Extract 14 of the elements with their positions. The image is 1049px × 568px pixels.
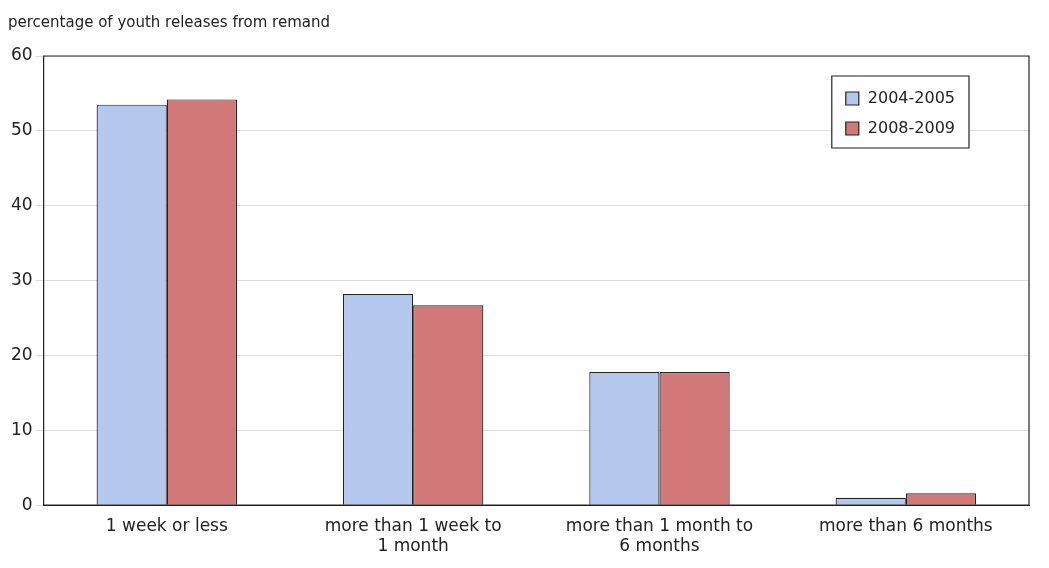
y-axis-title: percentage of youth releases from remand: [8, 12, 330, 31]
y-tick-label: 20: [10, 343, 33, 364]
legend-label: 2008-2009: [867, 118, 956, 138]
y-tick-label: 60: [10, 44, 33, 65]
y-tick-label: 0: [21, 493, 33, 514]
y-tick-label: 30: [10, 269, 33, 290]
x-tick-label: more than 1 week to 1 month: [324, 514, 502, 556]
y-tick-label: 10: [10, 418, 33, 439]
legend-label: 2004-2005: [867, 88, 956, 108]
x-tick-label: 1 week or less: [105, 514, 228, 535]
y-tick-label: 40: [10, 194, 33, 215]
x-tick-label: more than 1 month to 6 months: [565, 514, 754, 556]
y-tick-label: 50: [10, 119, 33, 140]
x-tick-label: more than 6 months: [818, 514, 993, 535]
